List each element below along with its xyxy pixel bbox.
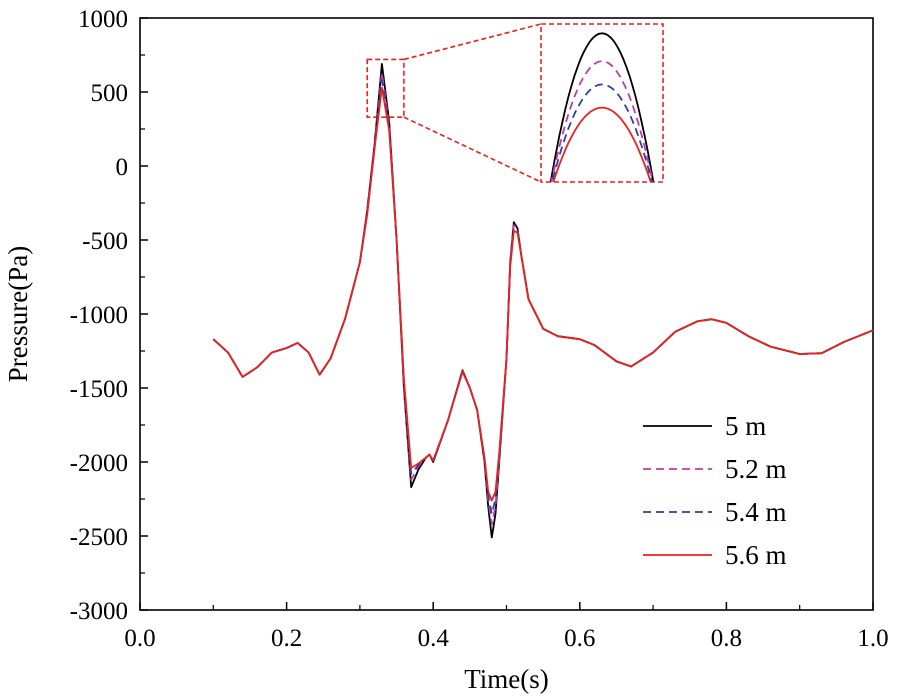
y-tick-label: -1000 (70, 302, 128, 329)
series-lines (212, 63, 874, 539)
inset-box (540, 23, 664, 183)
legend-label-1: 5.2 m (725, 454, 787, 484)
legend-label-3: 5.6 m (725, 540, 787, 570)
legend: 5 m 5.2 m 5.4 m 5.6 m (643, 411, 787, 570)
legend-label-2: 5.4 m (725, 497, 787, 527)
inset-series-line-3 (552, 106, 652, 182)
y-tick-label: 1000 (78, 6, 128, 33)
x-tick-label: 0.4 (418, 625, 450, 652)
legend-label-0: 5 m (725, 411, 766, 441)
y-tick-label: -2500 (70, 524, 128, 551)
x-tick-label: 0.8 (711, 625, 742, 652)
x-tick-label: 0.0 (124, 625, 155, 652)
zoom-source-box (366, 58, 405, 118)
x-axis: 0.0 0.2 0.4 0.6 0.8 1.0 (124, 602, 889, 652)
zoom-inset (540, 23, 664, 183)
zoom-guides (366, 23, 542, 183)
y-tick-label: -3000 (70, 598, 128, 625)
series-line-3 (212, 86, 874, 502)
inset-series-line-2 (551, 83, 653, 182)
x-tick-label: 0.6 (564, 625, 595, 652)
y-axis: 1000 500 0 -500 -1000 -1500 -2000 -2500 -3000 (70, 6, 148, 625)
y-tick-label: 0 (116, 154, 129, 181)
y-tick-label: 500 (91, 80, 129, 107)
zoom-guide-line (403, 116, 542, 183)
y-tick-label: -1500 (70, 376, 128, 403)
x-tick-label: 1.0 (857, 625, 888, 652)
y-axis-title: Pressure(Pa) (3, 246, 33, 382)
y-tick-label: -500 (82, 228, 128, 255)
zoom-guide-line (403, 23, 542, 61)
y-tick-label: -2000 (70, 450, 128, 477)
x-axis-title: Time(s) (464, 664, 549, 694)
x-tick-label: 0.2 (271, 625, 302, 652)
inset-series-line-0 (549, 32, 655, 182)
